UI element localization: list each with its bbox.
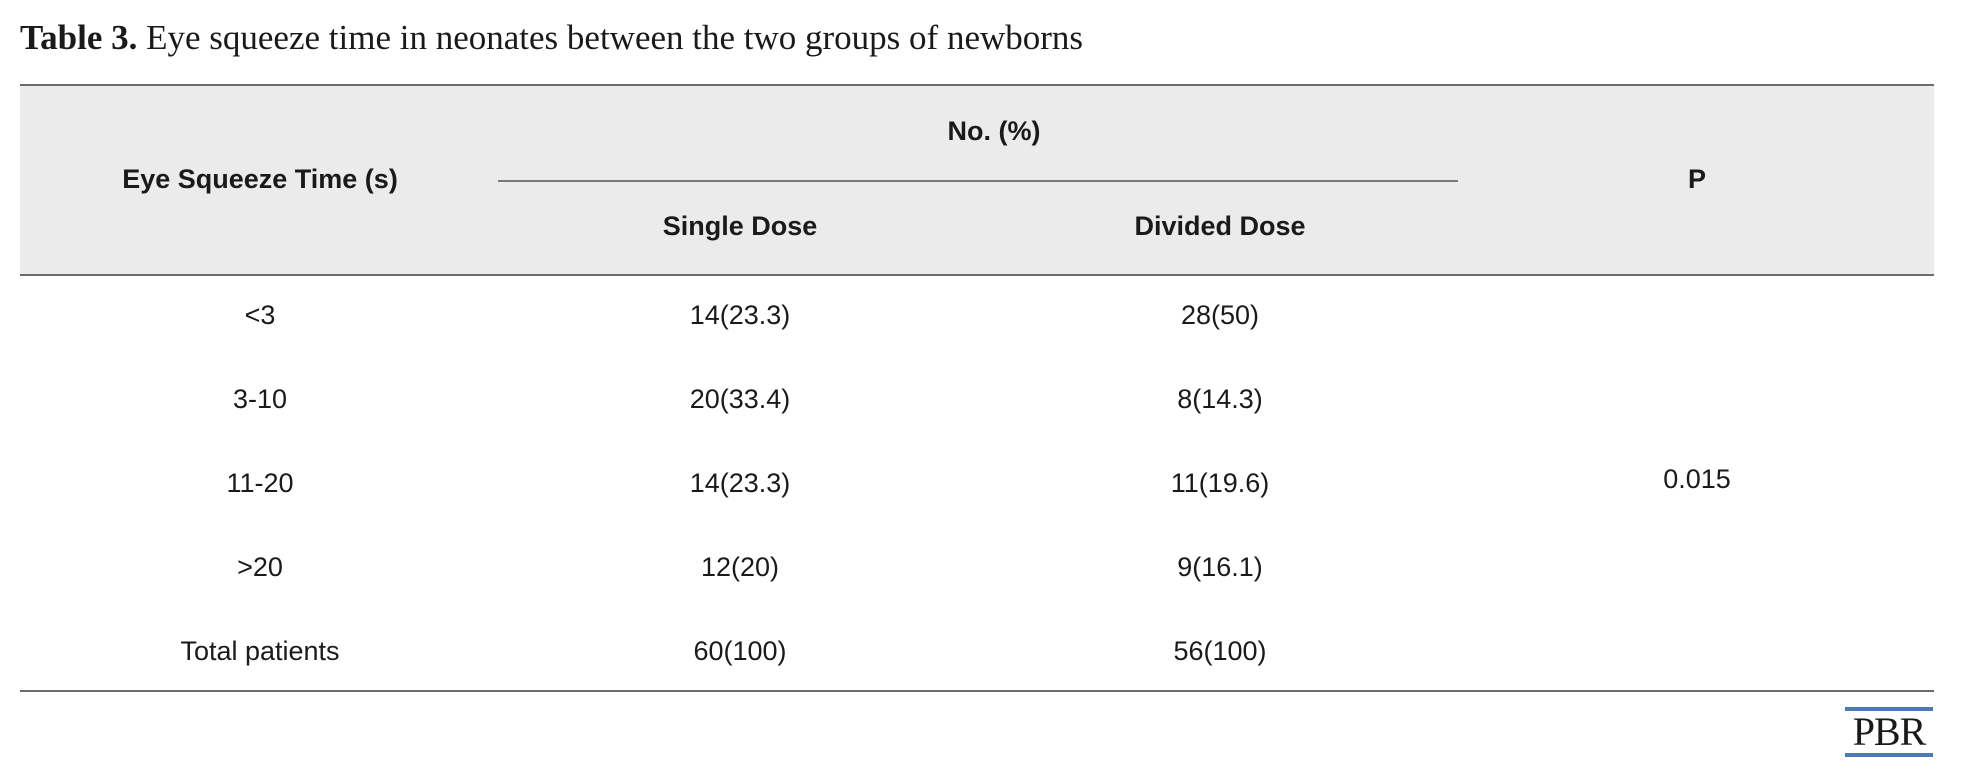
cell-single-dose: 14(23.3) <box>689 468 791 498</box>
cell-single-dose: 20(33.4) <box>689 384 791 414</box>
cell-eye-squeeze: 11-20 <box>226 468 294 498</box>
cell-eye-squeeze: >20 <box>237 552 283 582</box>
table-row: 11-20 14(23.3) 11(19.6) <box>20 444 1934 528</box>
header-no-percent: No. (%) <box>947 116 1041 146</box>
table-top-rule <box>20 84 1934 86</box>
table-row: <3 14(23.3) 28(50) <box>20 276 1934 360</box>
cell-divided-dose: 28(50) <box>1180 300 1260 330</box>
cell-divided-dose: 9(16.1) <box>1177 552 1263 582</box>
table-row: Total patients 60(100) 56(100) <box>20 612 1934 696</box>
p-value-cell: 0.015 <box>1663 464 1731 494</box>
cell-eye-squeeze: 3-10 <box>232 384 288 414</box>
cell-single-dose: 14(23.3) <box>689 300 791 330</box>
data-table: Eye Squeeze Time (s) No. (%) Single Dose… <box>20 84 1934 692</box>
logo-text: PBR <box>1852 709 1927 754</box>
cell-single-dose: 60(100) <box>693 636 787 666</box>
cell-divided-dose: 11(19.6) <box>1170 468 1270 498</box>
cell-single-dose: 12(20) <box>700 552 780 582</box>
cell-divided-dose: 56(100) <box>1173 636 1267 666</box>
logo-bottom-bar <box>1845 753 1933 757</box>
cell-divided-dose: 8(14.3) <box>1177 384 1263 414</box>
header-group-rule <box>498 180 1458 182</box>
table-caption: Table 3. Eye squeeze time in neonates be… <box>20 18 1083 58</box>
table-row: >20 12(20) 9(16.1) <box>20 528 1934 612</box>
cell-eye-squeeze: <3 <box>244 300 276 330</box>
cell-eye-squeeze: Total patients <box>180 636 340 666</box>
header-p: P <box>1687 164 1706 194</box>
pbr-logo: PBR <box>1845 707 1933 757</box>
caption-label: Table 3. <box>20 18 138 57</box>
table-body: <3 14(23.3) 28(50) 3-10 20(33.4) 8(14.3)… <box>20 276 1934 692</box>
header-divided-dose: Divided Dose <box>1134 211 1306 241</box>
table-row: 3-10 20(33.4) 8(14.3) <box>20 360 1934 444</box>
logo-top-bar <box>1845 707 1933 711</box>
table-header: Eye Squeeze Time (s) No. (%) Single Dose… <box>20 86 1934 276</box>
header-eye-squeeze-time: Eye Squeeze Time (s) <box>122 164 398 194</box>
header-single-dose: Single Dose <box>662 211 818 241</box>
caption-text: Eye squeeze time in neonates between the… <box>137 18 1084 57</box>
